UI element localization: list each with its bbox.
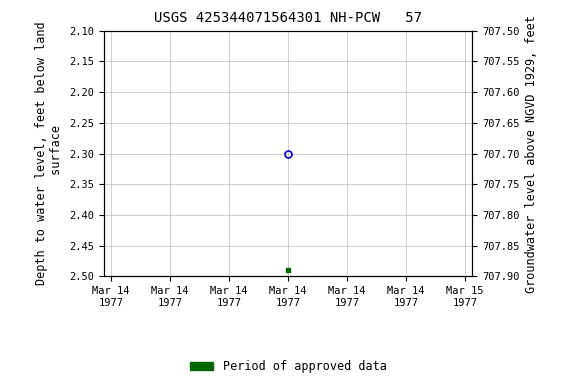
Legend: Period of approved data: Period of approved data [185, 356, 391, 378]
Y-axis label: Groundwater level above NGVD 1929, feet: Groundwater level above NGVD 1929, feet [525, 15, 538, 293]
Y-axis label: Depth to water level, feet below land
 surface: Depth to water level, feet below land su… [35, 22, 63, 285]
Title: USGS 425344071564301 NH-PCW   57: USGS 425344071564301 NH-PCW 57 [154, 12, 422, 25]
